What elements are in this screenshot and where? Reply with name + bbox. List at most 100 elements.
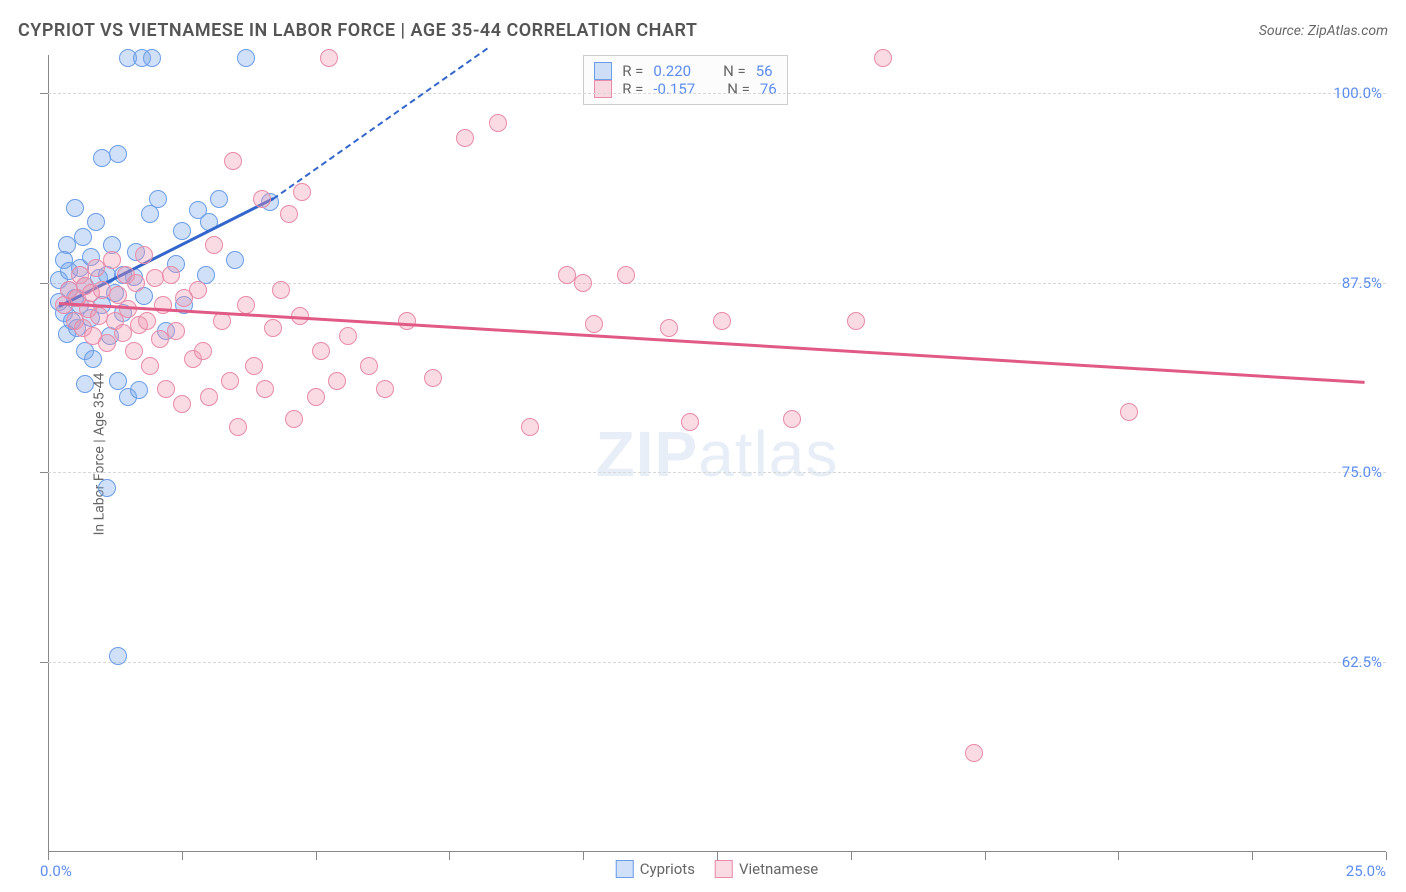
legend-swatch bbox=[594, 62, 612, 80]
data-point bbox=[312, 342, 330, 360]
x-tick bbox=[717, 852, 718, 860]
data-point bbox=[76, 375, 94, 393]
correlation-chart: In Labor Force | Age 35-44 ZIPatlas R = 0… bbox=[48, 55, 1386, 852]
data-point bbox=[847, 312, 865, 330]
legend-r-value: -0.157 bbox=[653, 80, 695, 98]
y-tick-label: 75.0% bbox=[1342, 463, 1382, 481]
data-point bbox=[109, 145, 127, 163]
data-point bbox=[585, 315, 603, 333]
watermark: ZIPatlas bbox=[596, 417, 839, 491]
data-point bbox=[253, 190, 271, 208]
data-point bbox=[173, 222, 191, 240]
legend-n-label: N = bbox=[723, 62, 746, 80]
data-point bbox=[280, 205, 298, 223]
x-tick bbox=[1386, 852, 1387, 860]
data-point bbox=[339, 327, 357, 345]
legend-r-value: 0.220 bbox=[653, 62, 691, 80]
data-point bbox=[574, 274, 592, 292]
data-point bbox=[320, 49, 338, 67]
series-legend-item: Vietnamese bbox=[715, 860, 818, 878]
series-legend: Cypriots Vietnamese bbox=[616, 860, 819, 878]
data-point bbox=[293, 183, 311, 201]
y-axis bbox=[48, 55, 49, 852]
data-point bbox=[125, 342, 143, 360]
series-legend-label: Cypriots bbox=[640, 860, 695, 878]
data-point bbox=[489, 114, 507, 132]
chart-header: CYPRIOT VS VIETNAMESE IN LABOR FORCE | A… bbox=[18, 20, 1388, 41]
data-point bbox=[398, 312, 416, 330]
data-point bbox=[167, 322, 185, 340]
data-point bbox=[1120, 403, 1138, 421]
data-point bbox=[376, 380, 394, 398]
data-point bbox=[74, 228, 92, 246]
data-point bbox=[127, 274, 145, 292]
y-tick-label: 100.0% bbox=[1333, 84, 1382, 102]
legend-r-label: R = bbox=[622, 62, 643, 80]
data-point bbox=[783, 410, 801, 428]
x-tick bbox=[583, 852, 584, 860]
data-point bbox=[130, 381, 148, 399]
x-max-label: 25.0% bbox=[1346, 862, 1386, 880]
x-tick bbox=[1118, 852, 1119, 860]
data-point bbox=[149, 190, 167, 208]
series-legend-item: Cypriots bbox=[616, 860, 695, 878]
data-point bbox=[109, 647, 127, 665]
x-tick bbox=[985, 852, 986, 860]
stats-legend-row: R = -0.157 N = 76 bbox=[594, 80, 777, 98]
data-point bbox=[157, 380, 175, 398]
data-point bbox=[205, 236, 223, 254]
data-point bbox=[138, 312, 156, 330]
data-point bbox=[874, 49, 892, 67]
data-point bbox=[210, 190, 228, 208]
x-origin-label: 0.0% bbox=[40, 862, 72, 880]
data-point bbox=[224, 152, 242, 170]
data-point bbox=[681, 413, 699, 431]
data-point bbox=[237, 296, 255, 314]
data-point bbox=[272, 281, 290, 299]
data-point bbox=[98, 479, 116, 497]
data-point bbox=[237, 49, 255, 67]
legend-swatch bbox=[594, 80, 612, 98]
data-point bbox=[143, 49, 161, 67]
data-point bbox=[146, 269, 164, 287]
gridline bbox=[48, 283, 1386, 284]
gridline bbox=[48, 662, 1386, 663]
y-tick-label: 62.5% bbox=[1342, 653, 1382, 671]
legend-n-label: N = bbox=[727, 80, 750, 98]
data-point bbox=[256, 380, 274, 398]
data-point bbox=[173, 395, 191, 413]
chart-title: CYPRIOT VS VIETNAMESE IN LABOR FORCE | A… bbox=[18, 20, 697, 41]
stats-legend-row: R = 0.220 N = 56 bbox=[594, 62, 777, 80]
y-axis-label: In Labor Force | Age 35-44 bbox=[91, 372, 107, 535]
x-tick bbox=[182, 852, 183, 860]
gridline bbox=[48, 93, 1386, 94]
data-point bbox=[194, 342, 212, 360]
data-point bbox=[660, 319, 678, 337]
y-tick bbox=[40, 93, 48, 94]
data-point bbox=[221, 372, 239, 390]
data-point bbox=[456, 129, 474, 147]
x-tick bbox=[316, 852, 317, 860]
legend-r-label: R = bbox=[622, 80, 643, 98]
trend-line-dash bbox=[272, 48, 487, 200]
data-point bbox=[135, 246, 153, 264]
legend-n-value: 76 bbox=[760, 80, 777, 98]
data-point bbox=[424, 369, 442, 387]
data-point bbox=[965, 744, 983, 762]
legend-swatch bbox=[616, 860, 634, 878]
data-point bbox=[66, 199, 84, 217]
data-point bbox=[162, 266, 180, 284]
y-tick bbox=[40, 472, 48, 473]
legend-n-value: 56 bbox=[756, 62, 773, 80]
y-tick bbox=[40, 662, 48, 663]
data-point bbox=[200, 388, 218, 406]
x-tick bbox=[1252, 852, 1253, 860]
x-tick bbox=[449, 852, 450, 860]
data-point bbox=[84, 350, 102, 368]
data-point bbox=[713, 312, 731, 330]
stats-legend: R = 0.220 N = 56 R = -0.157 N = 76 bbox=[583, 55, 788, 105]
data-point bbox=[229, 418, 247, 436]
data-point bbox=[285, 410, 303, 428]
x-tick bbox=[851, 852, 852, 860]
data-point bbox=[154, 296, 172, 314]
